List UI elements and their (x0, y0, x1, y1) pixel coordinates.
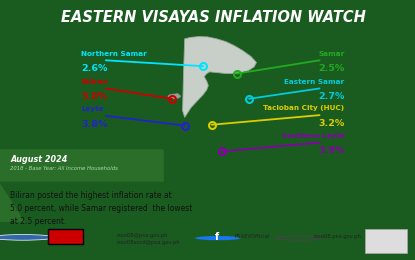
FancyBboxPatch shape (365, 229, 407, 253)
Text: Northern Samar: Northern Samar (81, 51, 146, 57)
Text: 5.0%: 5.0% (81, 92, 107, 101)
Polygon shape (0, 183, 25, 222)
Text: 2.7%: 2.7% (318, 92, 344, 101)
Polygon shape (170, 94, 179, 99)
Text: Biliran: Biliran (81, 79, 107, 85)
Text: f: f (215, 232, 219, 242)
Text: Biliran posted the highest inflation rate at
5.0 percent, while Samar registered: Biliran posted the highest inflation rat… (10, 191, 193, 226)
Text: 2018 - Base Year: All Income Households: 2018 - Base Year: All Income Households (10, 166, 118, 171)
Text: 3.2%: 3.2% (318, 119, 344, 128)
FancyBboxPatch shape (48, 229, 83, 244)
Text: PSAEVOfficial: PSAEVOfficial (234, 233, 270, 239)
Polygon shape (183, 37, 256, 117)
Text: Leyte: Leyte (81, 106, 103, 112)
Text: 2.6%: 2.6% (81, 64, 107, 73)
Text: Tacloban City (HUC): Tacloban City (HUC) (264, 105, 344, 112)
FancyBboxPatch shape (0, 149, 164, 182)
Text: 3.8%: 3.8% (81, 120, 107, 129)
Text: rsso08.psa.gov.ph: rsso08.psa.gov.ph (313, 233, 361, 239)
Text: rsso08@psa.gov.ph
rsso08socd@psa.gov.ph: rsso08@psa.gov.ph rsso08socd@psa.gov.ph (116, 233, 180, 245)
Text: 3.9%: 3.9% (318, 146, 344, 155)
Text: Eastern Samar: Eastern Samar (284, 79, 344, 85)
Text: August 2024: August 2024 (10, 155, 68, 164)
Text: Samar: Samar (318, 51, 344, 57)
Circle shape (195, 236, 241, 240)
Text: Southern Leyte: Southern Leyte (281, 133, 344, 139)
Circle shape (0, 235, 54, 240)
Text: 2.5%: 2.5% (318, 64, 344, 73)
Text: EASTERN VISAYAS INFLATION WATCH: EASTERN VISAYAS INFLATION WATCH (61, 10, 366, 25)
Circle shape (168, 94, 181, 99)
